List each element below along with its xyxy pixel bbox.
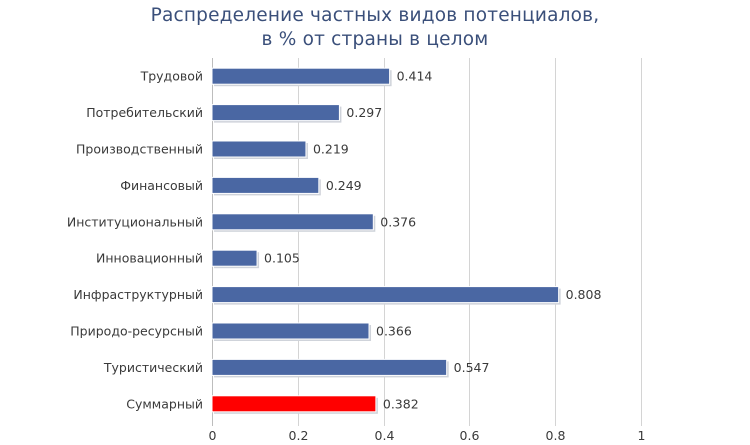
bar bbox=[211, 358, 448, 376]
bar bbox=[211, 322, 370, 340]
bar-value-label: 0.297 bbox=[346, 105, 382, 120]
bar bbox=[211, 249, 258, 267]
chart-title-line-1: Распределение частных видов потенциалов, bbox=[150, 5, 600, 26]
bar-value-label: 0.366 bbox=[376, 324, 412, 339]
bar bbox=[211, 286, 560, 304]
bar bbox=[211, 176, 320, 194]
x-tick-label: 0 bbox=[209, 428, 217, 443]
category-label: Производственный bbox=[76, 142, 203, 157]
bar-value-label: 0.414 bbox=[397, 69, 433, 84]
category-label: Финансовый bbox=[120, 178, 203, 193]
bar bbox=[211, 395, 377, 413]
category-label: Туристический bbox=[103, 360, 203, 375]
bar bbox=[211, 104, 340, 122]
x-tick-label: 0.8 bbox=[546, 428, 566, 443]
bar-value-label: 0.808 bbox=[566, 287, 602, 302]
chart-title: Распределение частных видов потенциалов,… bbox=[0, 4, 750, 52]
bar bbox=[211, 67, 391, 85]
bar bbox=[211, 213, 374, 231]
category-label: Трудовой bbox=[140, 69, 203, 84]
x-tick-label: 0.6 bbox=[460, 428, 480, 443]
category-label: Институциональный bbox=[67, 214, 203, 229]
x-tick-label: 0.2 bbox=[289, 428, 309, 443]
category-label: Суммарный bbox=[126, 396, 203, 411]
bar-value-label: 0.547 bbox=[454, 360, 490, 375]
bar-value-label: 0.219 bbox=[313, 142, 349, 157]
bar-value-label: 0.105 bbox=[264, 251, 300, 266]
category-label: Инфраструктурный bbox=[73, 287, 203, 302]
bar-value-label: 0.249 bbox=[326, 178, 362, 193]
category-label: Природо-ресурсный bbox=[70, 324, 203, 339]
category-label: Инновационный bbox=[96, 251, 203, 266]
x-tick-label: 0.4 bbox=[375, 428, 395, 443]
category-label: Потребительский bbox=[86, 105, 203, 120]
bar-value-label: 0.376 bbox=[380, 214, 416, 229]
bar-value-label: 0.382 bbox=[383, 396, 419, 411]
x-tick-label: 1 bbox=[638, 428, 646, 443]
chart-title-line-2: в % от страны в целом bbox=[261, 29, 489, 50]
bar bbox=[211, 140, 307, 158]
